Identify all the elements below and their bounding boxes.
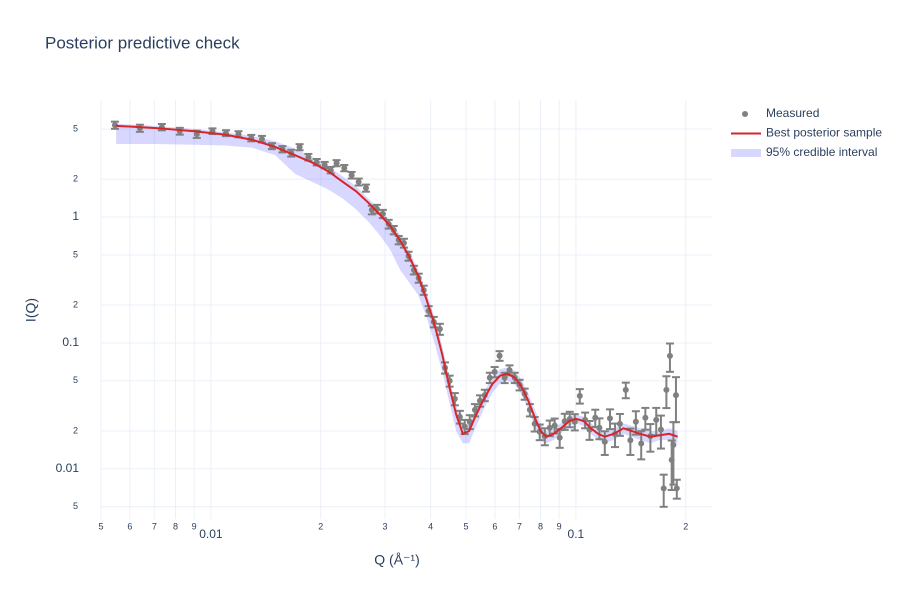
x-tick-label: 9 [192,521,197,531]
measured-point [622,386,629,393]
measured-point [668,456,675,463]
x-tick-label: 7 [517,521,522,531]
measured-point [627,437,634,444]
measured-point [672,392,679,399]
best-line [116,124,678,438]
measured-point [596,424,603,431]
legend-label: 95% credible interval [766,145,877,159]
measured-point [642,414,649,421]
measured-point [235,131,242,138]
y-tick-label: 1 [72,209,79,223]
credible-band [116,123,678,444]
x-tick-label: 3 [383,521,388,531]
y-tick-label: 0.1 [62,335,79,349]
y-tick-label: 2 [73,425,78,435]
measured-point [491,368,498,375]
measured-point [546,424,553,431]
x-tick-label: 8 [538,521,543,531]
plot-area [110,120,681,508]
x-axis-title: Q (Å⁻¹) [374,552,420,568]
measured-point [601,438,608,445]
x-tick-label: 6 [127,521,132,531]
x-tick-label: 0.01 [199,527,223,541]
measured-point [501,374,508,381]
y-tick-label: 2 [73,299,78,309]
legend-marker [742,111,748,117]
measured-point [670,441,677,448]
measured-point [496,352,503,359]
measured-point [506,367,513,374]
x-tick-label: 4 [428,521,433,531]
measured-point [673,485,680,492]
measured-point [638,440,645,447]
legend-label: Measured [766,106,819,120]
y-tick-label: 5 [73,375,78,385]
measured-point [466,418,473,425]
x-tick-label: 7 [152,521,157,531]
measured-point [576,392,583,399]
measured-point [296,144,303,151]
legend-band [731,149,761,157]
measured-point [660,485,667,492]
measured-point [486,374,493,381]
measured-point [663,386,670,393]
error-bar [671,376,680,424]
x-tick-label: 2 [683,521,688,531]
x-tick-label: 5 [98,521,103,531]
x-tick-label: 2 [318,521,323,531]
measured-point [321,161,328,168]
error-bar [667,439,676,491]
legend-label: Best posterior sample [766,126,882,140]
measured-point [616,420,623,427]
x-tick-label: 5 [463,521,468,531]
measured-point [592,414,599,421]
y-tick-label: 5 [73,501,78,511]
measured-point [341,165,348,172]
y-tick-label: 5 [73,123,78,133]
measured-point [348,172,355,179]
measured-point [653,416,660,423]
y-tick-label: 0.01 [56,461,80,475]
chart-title: Posterior predictive check [45,33,240,52]
y-tick-label: 2 [73,174,78,184]
x-tick-label: 9 [557,521,562,531]
y-axis-title: I(Q) [23,298,39,322]
measured-point [666,352,673,359]
measured-point [657,426,664,433]
measured-point [333,160,340,167]
measured-point [461,423,468,430]
y-tick-label: 5 [73,249,78,259]
measured-point [471,406,478,413]
measured-point [551,422,558,429]
measured-point [355,178,362,185]
measured-point [436,326,443,333]
measured-point [632,418,639,425]
measured-point [258,136,265,143]
legend: Measured Best posterior sample 95% credibl… [731,106,882,159]
x-tick-label: 0.1 [568,527,585,541]
measured-point [556,434,563,441]
measured-point [606,415,613,422]
x-tick-label: 6 [492,521,497,531]
measured-point [362,185,369,192]
x-tick-label: 8 [173,521,178,531]
measured-point [305,154,312,161]
